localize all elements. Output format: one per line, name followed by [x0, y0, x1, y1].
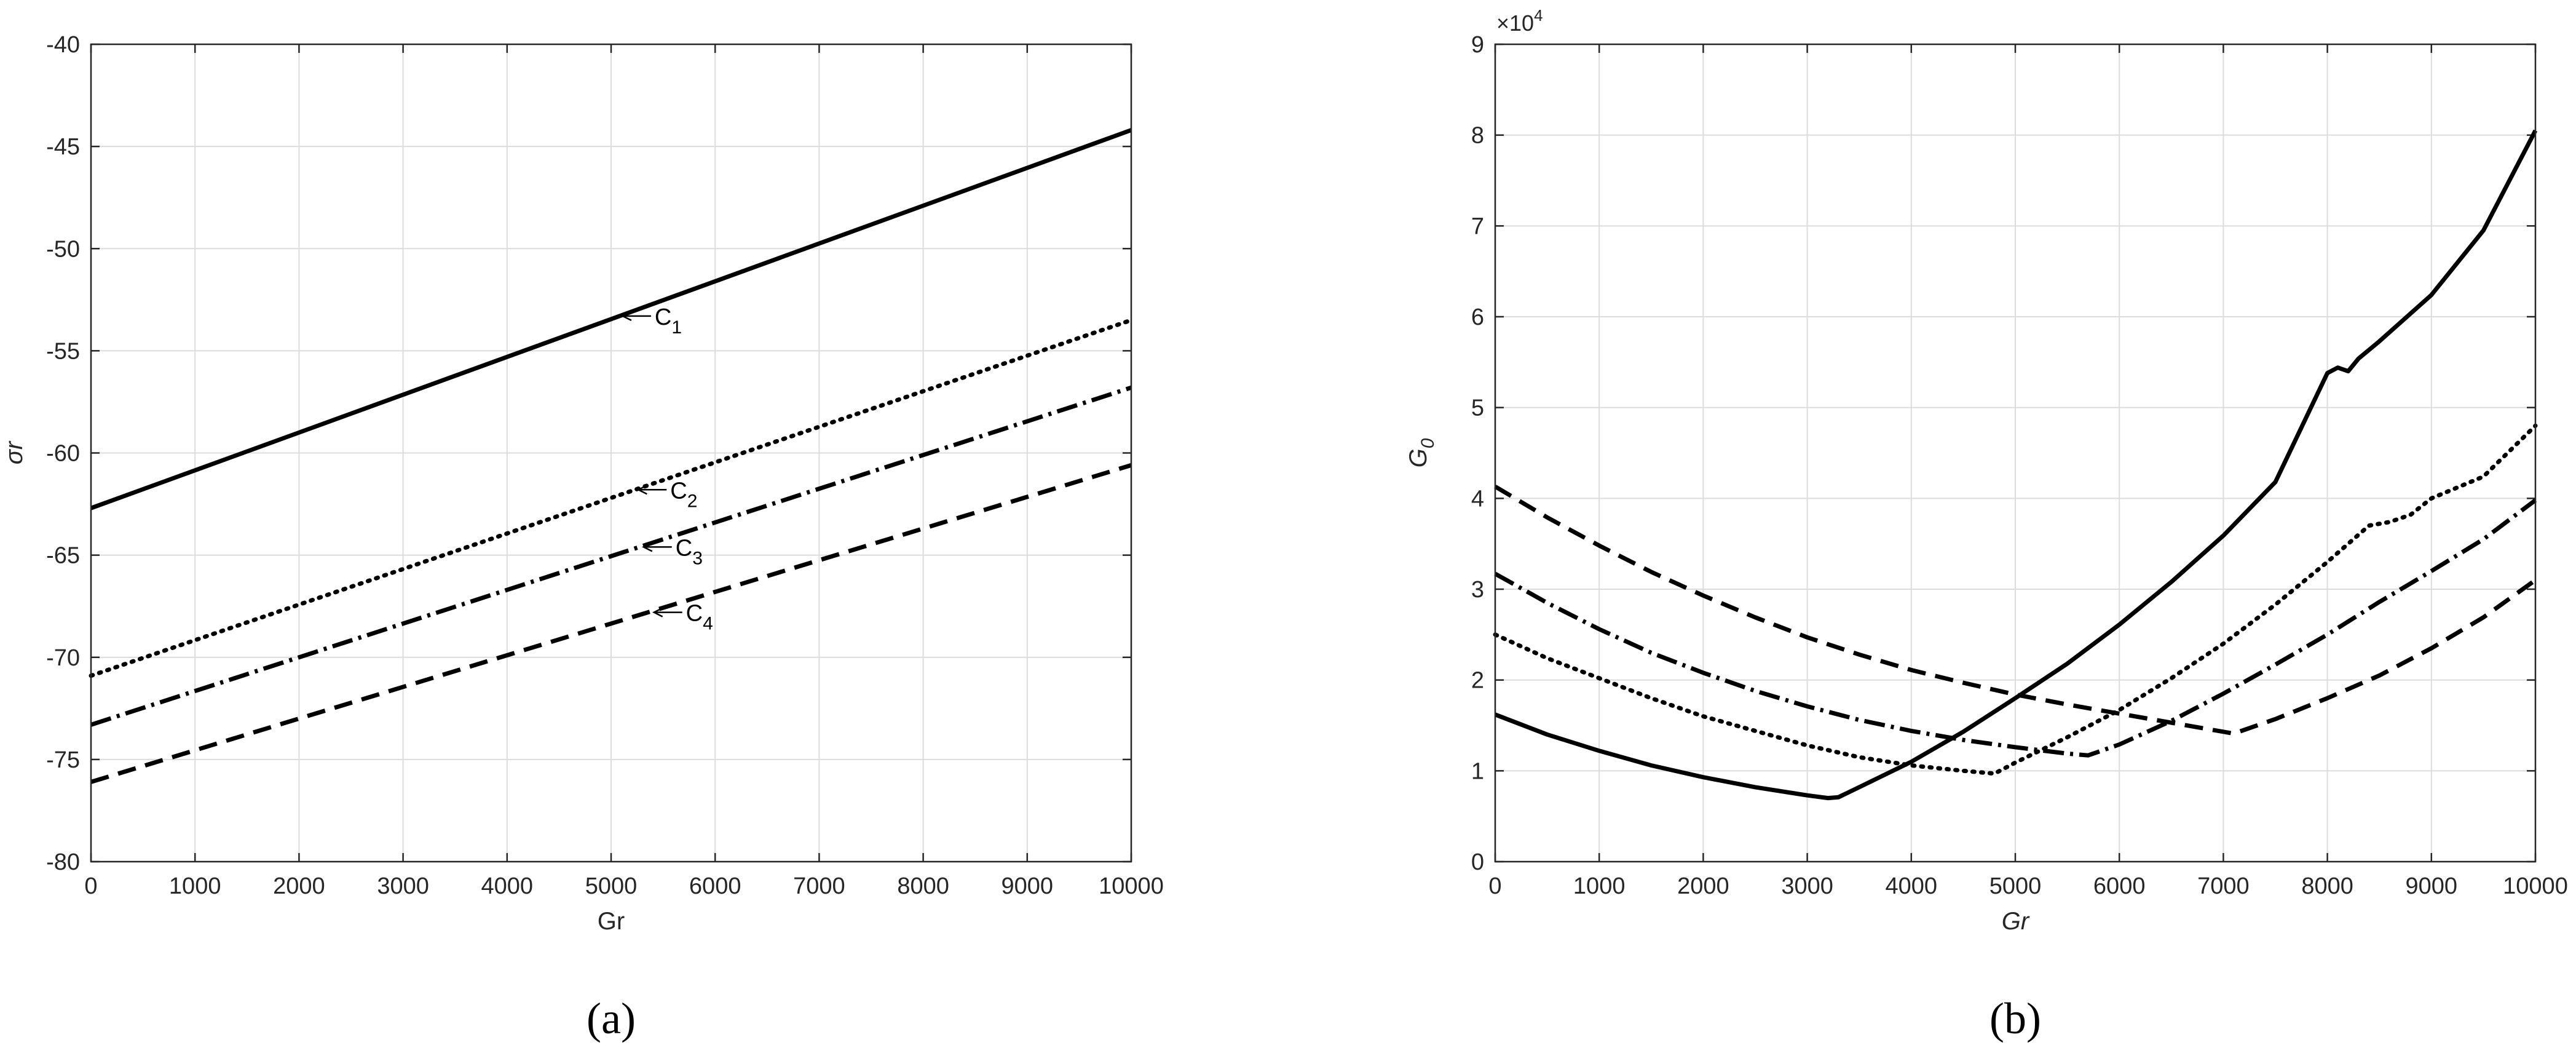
y-tick-label: 7 — [1471, 213, 1484, 239]
annotation-c3: C3 — [676, 535, 703, 568]
y-tick-label: 3 — [1471, 577, 1484, 603]
series-line-dashed — [1494, 485, 2537, 736]
x-tick-label: 1000 — [169, 873, 221, 899]
series-line-c4 — [90, 463, 1132, 784]
x-tick-label: 9000 — [2406, 873, 2458, 899]
y-axis-label-text: G — [1405, 448, 1432, 467]
y-tick-label: -50 — [46, 236, 80, 262]
x-tick-label: 2000 — [1677, 873, 1729, 899]
x-tick-label: 8000 — [897, 873, 949, 899]
chart-panel-b: 0 1000 2000 3000 4000 5000 6000 7000 8000 9000 100… — [1405, 6, 2568, 1043]
annotation-text: C — [686, 601, 703, 627]
series-line-c1 — [90, 128, 1132, 510]
chart-panel-a: 0 1000 2000 3000 4000 5000 6000 7000 8000 9000 100… — [1, 32, 1164, 1043]
annotation-subscript: 1 — [671, 317, 682, 338]
annotation-text: C — [670, 478, 687, 504]
annotation-arrowhead — [636, 485, 647, 495]
y-tick-label: 2 — [1471, 668, 1484, 694]
x-tick-label: 6000 — [689, 873, 741, 899]
axes-frame — [90, 43, 1132, 863]
annotation-c4: C4 — [686, 601, 713, 634]
panel-label-a: (a) — [587, 994, 636, 1043]
x-tick-label: 10000 — [1099, 873, 1164, 899]
series-line-c3 — [90, 385, 1132, 727]
annotation-subscript: 4 — [703, 614, 713, 634]
annotation-subscript: 2 — [687, 491, 698, 511]
x-tick-label: 4000 — [1886, 873, 1938, 899]
x-tick-label: 9000 — [1002, 873, 1054, 899]
annotation-c2: C2 — [670, 478, 697, 511]
annotation-arrowhead — [621, 311, 632, 322]
x-tick-label: 10000 — [2503, 873, 2568, 899]
x-tick-label: 5000 — [1989, 873, 2042, 899]
y-axis-label-subscript: 0 — [1418, 438, 1438, 448]
x-tick-label: 2000 — [273, 873, 325, 899]
annotation-arrowhead — [641, 542, 653, 552]
annotation-arrowhead — [652, 607, 663, 617]
y-tick-label: -40 — [46, 32, 80, 58]
y-tick-label: 0 — [1471, 849, 1484, 875]
y-axis-label: σr — [1, 440, 28, 464]
y-tick-label: -80 — [46, 849, 80, 875]
y-tick-label: -45 — [46, 134, 80, 160]
x-tick-label: 7000 — [793, 873, 845, 899]
x-axis-label: Gr — [598, 908, 625, 935]
axes-frame — [1494, 43, 2537, 863]
y-axis-label-text: σr — [1, 440, 28, 464]
exponent-power: 4 — [1534, 6, 1543, 25]
y-tick-label: -60 — [46, 441, 80, 467]
panel-label-b: (b) — [1989, 994, 2041, 1043]
y-tick-label: 6 — [1471, 304, 1484, 330]
annotation-text: C — [655, 304, 671, 330]
annotation-subscript: 3 — [692, 548, 703, 568]
y-tick-label: 8 — [1471, 123, 1484, 149]
x-axis-label: Gr — [2002, 908, 2030, 935]
x-tick-label: 4000 — [481, 873, 534, 899]
y-tick-label: 4 — [1471, 486, 1484, 512]
y-axis-exponent: ×104 — [1496, 6, 1543, 36]
annotation-c1: C1 — [655, 304, 682, 338]
y-tick-label: 5 — [1471, 395, 1484, 421]
series-line-c2 — [89, 318, 1134, 678]
x-tick-label: 8000 — [2301, 873, 2353, 899]
x-tick-label: 0 — [84, 873, 97, 899]
x-tick-label: 5000 — [585, 873, 638, 899]
y-tick-label: -70 — [46, 645, 80, 671]
exponent-base: ×10 — [1496, 10, 1534, 36]
series-line-dotted — [1493, 423, 2538, 776]
x-tick-label: 3000 — [1781, 873, 1833, 899]
annotation-text: C — [676, 535, 692, 561]
y-axis-label: G0 — [1405, 438, 1438, 467]
x-tick-label: 3000 — [377, 873, 429, 899]
y-tick-label: -55 — [46, 338, 80, 364]
x-tick-label: 6000 — [2093, 873, 2146, 899]
x-tick-label: 7000 — [2197, 873, 2250, 899]
y-tick-label: 1 — [1471, 758, 1484, 784]
y-tick-label: 9 — [1471, 32, 1484, 58]
x-tick-label: 0 — [1488, 873, 1501, 899]
y-tick-label: -75 — [46, 747, 80, 773]
series-line-solid — [1494, 129, 2538, 801]
series-line-dashdot — [1494, 498, 2537, 758]
y-tick-label: -65 — [46, 543, 80, 569]
x-tick-label: 1000 — [1573, 873, 1626, 899]
